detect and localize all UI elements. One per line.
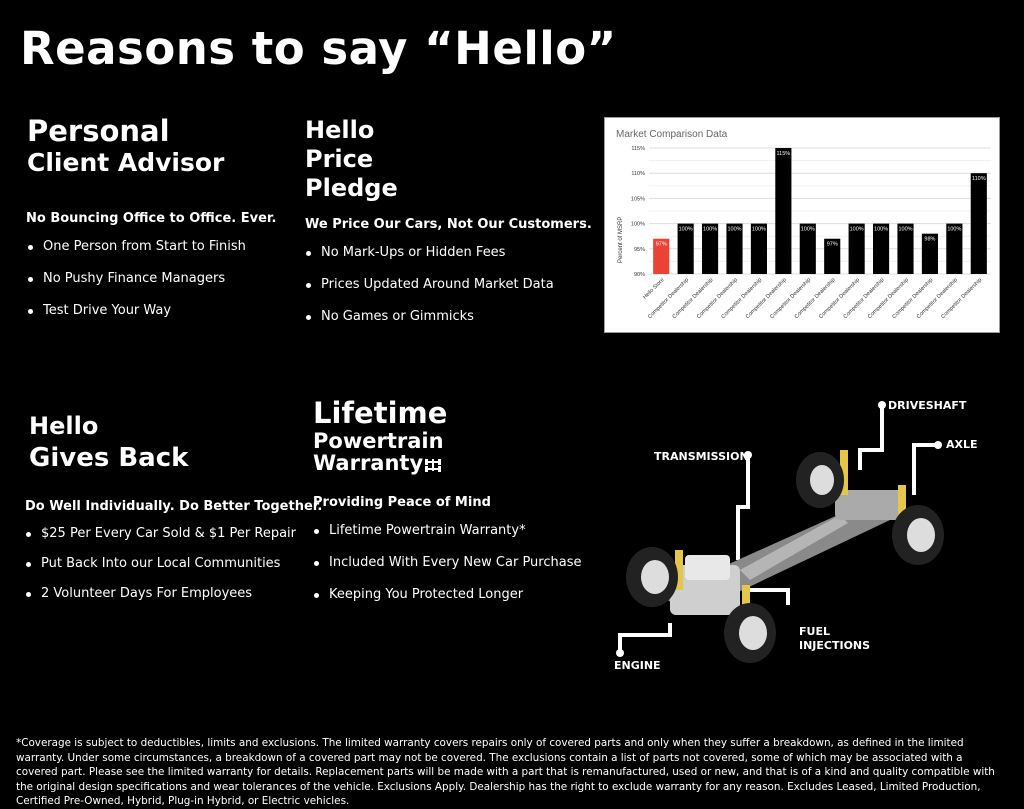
y-tick-label: 100%	[631, 222, 645, 228]
data-label: 100%	[947, 227, 961, 233]
y-tick-label: 105%	[631, 196, 645, 202]
list-item: No Pushy Finance Managers	[27, 271, 276, 286]
label-axle: AXLE	[946, 438, 978, 451]
wheels	[626, 452, 944, 663]
list-item: No Games or Gimmicks	[305, 309, 592, 324]
bar	[726, 223, 743, 274]
data-label: 100%	[752, 227, 766, 233]
list-item: One Person from Start to Finish	[27, 239, 276, 254]
list-item: 2 Volunteer Days For Employees	[25, 586, 322, 601]
price-heading-2: Price	[305, 145, 374, 173]
x-tick-label: Hello Store	[642, 277, 665, 300]
list-item: Lifetime Powertrain Warranty*	[313, 523, 581, 538]
market-comparison-chart: Market Comparison Data Percent of MSRP 9…	[604, 117, 1000, 333]
data-label: 110%	[972, 176, 986, 182]
list-item: $25 Per Every Car Sold & $1 Per Repair	[25, 526, 322, 541]
data-label: 115%	[777, 151, 791, 157]
gives-subheading: Do Well Individually. Do Better Together…	[25, 499, 323, 515]
gives-heading-1: Hello	[29, 412, 99, 440]
gives-heading-2: Gives Back	[29, 443, 189, 474]
price-section: Hello Price Pledge We Price Our Cars, No…	[305, 116, 592, 336]
advisor-section: Personal Client Advisor No Bouncing Offi…	[26, 114, 277, 330]
y-tick-label: 115%	[631, 146, 645, 152]
chart-svg: Market Comparison Data Percent of MSRP 9…	[616, 129, 991, 320]
list-item: Prices Updated Around Market Data	[305, 277, 592, 292]
warranty-heading-2: Powertrain	[313, 429, 444, 454]
bar	[653, 238, 670, 274]
data-label: 97%	[827, 242, 838, 248]
data-label: 100%	[850, 227, 864, 233]
label-driveshaft: DRIVESHAFT	[888, 399, 967, 412]
data-label: 100%	[874, 227, 888, 233]
data-label: 98%	[924, 237, 935, 243]
price-subheading: We Price Our Cars, Not Our Customers.	[305, 217, 592, 232]
bar	[799, 223, 816, 274]
chassis-frame	[660, 450, 906, 615]
list-item: Put Back Into our Local Communities	[25, 556, 322, 571]
bar	[970, 173, 987, 274]
chart-title: Market Comparison Data	[616, 129, 728, 140]
advisor-subheading: No Bouncing Office to Office. Ever.	[26, 210, 277, 226]
data-label: 100%	[679, 227, 693, 233]
data-label: 100%	[801, 227, 815, 233]
bar	[921, 233, 938, 274]
warranty-heading-1: Lifetime	[313, 396, 448, 430]
warranty-section: Lifetime Powertrain Warranty Providing P…	[313, 398, 581, 614]
bar	[750, 223, 767, 274]
price-heading-3: Pledge	[305, 174, 398, 202]
warranty-heading-3: Warranty	[313, 451, 424, 476]
bar	[775, 148, 792, 274]
bar	[677, 223, 694, 274]
bar	[873, 223, 890, 274]
data-label: 100%	[727, 227, 741, 233]
y-tick-label: 95%	[634, 247, 645, 253]
bar	[824, 238, 841, 274]
gives-back-section: Hello Gives Back Do Well Individually. D…	[25, 412, 322, 613]
list-item: Keeping You Protected Longer	[313, 587, 581, 602]
y-tick-label: 90%	[634, 272, 645, 278]
data-label: 100%	[898, 227, 912, 233]
label-fuel-injections: FUEL INJECTIONS	[799, 625, 871, 653]
price-heading-1: Hello	[305, 116, 375, 144]
list-item: Included With Every New Car Purchase	[313, 555, 581, 570]
advisor-heading-1: Personal	[27, 114, 170, 148]
data-label: 97%	[656, 242, 667, 248]
drivetrain-icon	[425, 458, 442, 472]
y-axis-label: Percent of MSRP	[618, 217, 624, 263]
bar	[946, 223, 963, 274]
bar	[848, 223, 865, 274]
label-transmission: TRANSMISSION	[654, 450, 749, 463]
list-item: No Mark-Ups or Hidden Fees	[305, 245, 592, 260]
chassis-diagram	[616, 401, 944, 663]
label-engine: ENGINE	[614, 659, 661, 672]
bar	[897, 223, 914, 274]
page-title: Reasons to say “Hello”	[20, 22, 617, 75]
advisor-heading-2: Client Advisor	[27, 148, 225, 178]
list-item: Test Drive Your Way	[27, 303, 276, 318]
y-tick-label: 110%	[631, 171, 645, 177]
callout-lines	[618, 405, 938, 653]
bar	[702, 223, 719, 274]
footnote: *Coverage is subject to deductibles, lim…	[16, 737, 995, 808]
data-label: 100%	[703, 227, 717, 233]
warranty-subheading: Providing Peace of Mind	[313, 494, 491, 510]
